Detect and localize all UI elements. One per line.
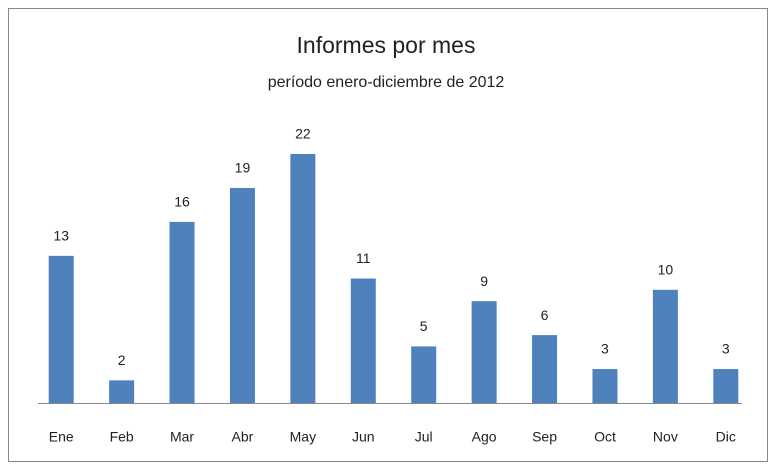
x-tick-label: Abr: [232, 429, 254, 445]
data-label: 6: [541, 307, 549, 323]
data-label: 3: [601, 341, 609, 357]
bar: [109, 380, 135, 403]
data-label: 16: [174, 194, 190, 210]
x-tick-label: Ago: [472, 429, 497, 445]
bar: [229, 187, 255, 403]
x-tick-label: Mar: [170, 429, 194, 445]
x-tick-label: Ene: [49, 429, 74, 445]
bar: [471, 301, 497, 403]
x-tick-label: Feb: [110, 429, 134, 445]
data-label: 19: [235, 160, 251, 176]
chart-border: [8, 8, 768, 462]
x-tick-label: Oct: [594, 429, 616, 445]
x-tick-label: Dic: [716, 429, 736, 445]
bar: [48, 255, 74, 403]
data-label: 13: [53, 228, 69, 244]
bar: [713, 369, 739, 403]
x-tick-label: May: [290, 429, 316, 445]
data-label: 5: [420, 318, 428, 334]
bar: [169, 221, 195, 403]
bar: [411, 346, 437, 403]
chart-subtitle: período enero-diciembre de 2012: [268, 74, 505, 91]
x-tick-label: Nov: [653, 429, 678, 445]
data-label: 9: [480, 273, 488, 289]
bar: [350, 278, 376, 403]
data-label: 10: [658, 262, 674, 278]
x-tick-label: Sep: [532, 429, 557, 445]
data-label: 11: [356, 250, 371, 266]
bar: [290, 154, 316, 403]
bar: [592, 369, 618, 403]
data-label: 22: [295, 126, 311, 142]
data-label: 3: [722, 341, 730, 357]
bar: [532, 335, 558, 403]
x-tick-label: Jul: [415, 429, 433, 445]
x-tick-label: Jun: [352, 429, 375, 445]
data-label: 2: [118, 352, 126, 368]
chart-title: Informes por mes: [297, 32, 476, 58]
bar: [652, 289, 678, 403]
